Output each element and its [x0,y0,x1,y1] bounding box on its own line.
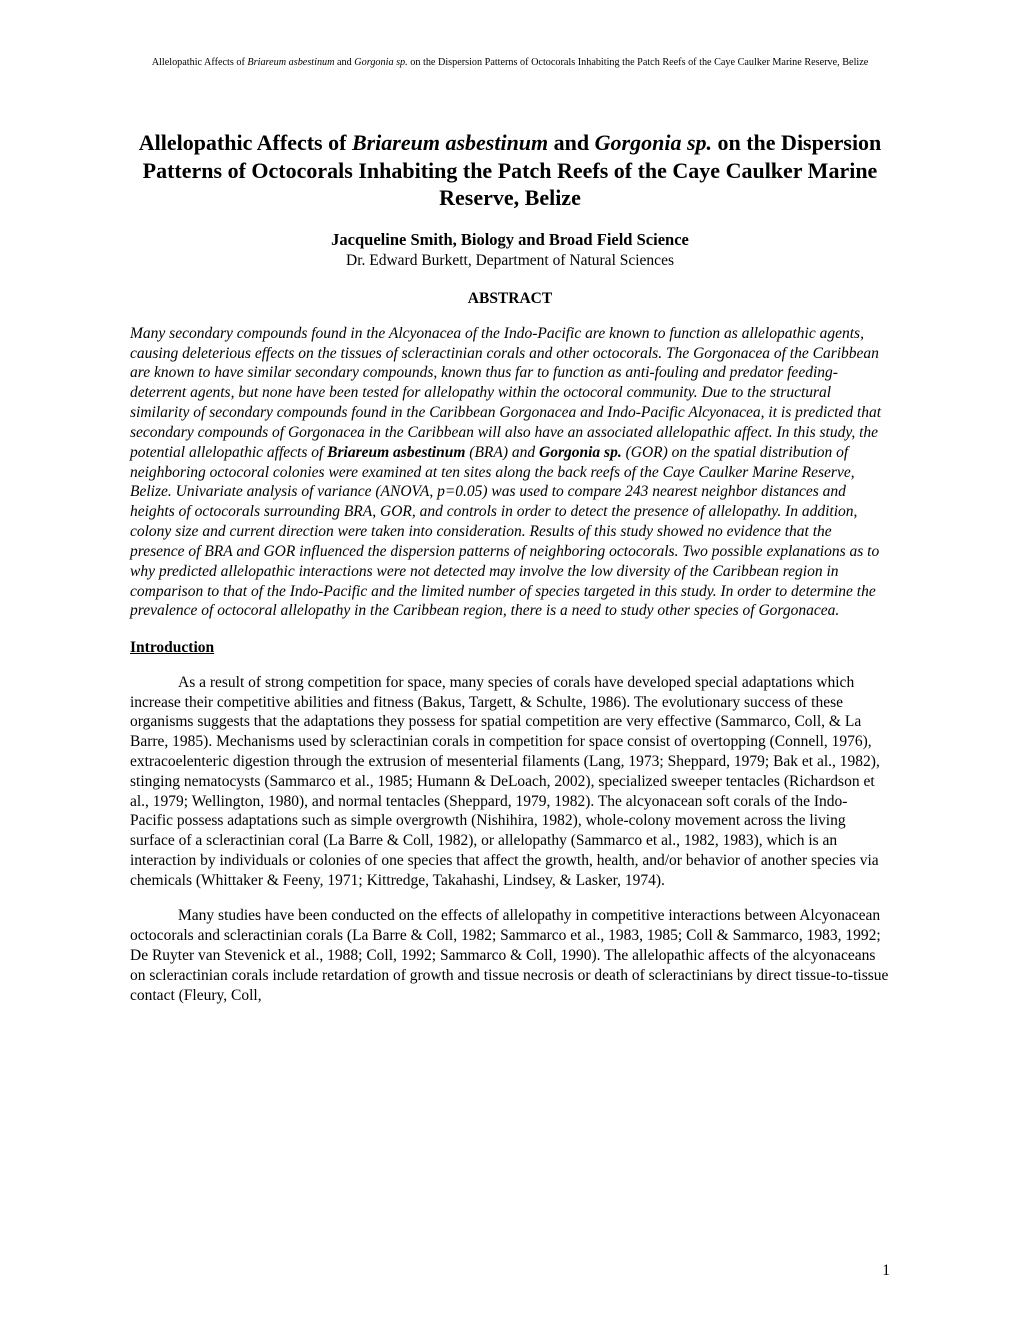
abstract-body: Many secondary compounds found in the Al… [130,324,890,621]
author-line: Jacqueline Smith, Biology and Broad Fiel… [130,230,890,250]
abstract-heading: ABSTRACT [130,290,890,308]
page: Allelopathic Affects of Briareum asbesti… [0,0,1020,1320]
paper-title: Allelopathic Affects of Briareum asbesti… [130,129,890,212]
running-header: Allelopathic Affects of Briareum asbesti… [130,56,890,69]
introduction-heading: Introduction [130,639,890,657]
advisor-line: Dr. Edward Burkett, Department of Natura… [130,252,890,270]
page-number: 1 [882,1262,890,1280]
intro-paragraph-1: As a result of strong competition for sp… [130,673,890,891]
intro-paragraph-2: Many studies have been conducted on the … [130,906,890,1005]
